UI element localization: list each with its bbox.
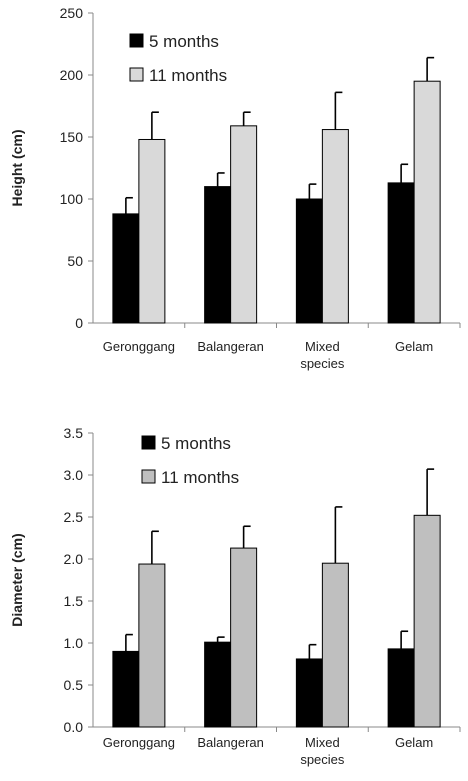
diameter-bar xyxy=(387,648,415,728)
diameter-legend-label: 5 months xyxy=(161,434,231,453)
height-y-tick-label: 150 xyxy=(60,129,84,145)
height-category-label: Geronggang xyxy=(103,339,175,354)
diameter-bar xyxy=(413,514,441,728)
height-bar xyxy=(230,125,258,324)
height-legend-swatch xyxy=(129,33,144,48)
diameter-y-tick-label: 1.5 xyxy=(64,593,84,609)
height-legend-swatch xyxy=(129,67,144,82)
diameter-category-label: Geronggang xyxy=(103,735,175,750)
height-y-tick-label: 50 xyxy=(67,253,83,269)
height-legend-label: 5 months xyxy=(149,32,219,51)
height-bar xyxy=(387,182,415,324)
diameter-y-tick-label: 3.5 xyxy=(64,425,84,441)
diameter-bar xyxy=(295,658,323,728)
height-y-axis-label: Height (cm) xyxy=(9,130,25,207)
diameter-legend-label: 11 months xyxy=(161,468,239,487)
diameter-y-tick-label: 0.5 xyxy=(64,677,84,693)
diameter-y-tick-label: 1.0 xyxy=(64,635,84,651)
height-category-label: species xyxy=(300,356,345,371)
height-y-tick-label: 200 xyxy=(60,67,84,83)
diameter-bar xyxy=(230,547,258,728)
diameter-y-axis-label: Diameter (cm) xyxy=(9,533,25,626)
height-y-tick-label: 250 xyxy=(60,5,84,21)
diameter-bar xyxy=(321,562,349,728)
height-y-tick-label: 100 xyxy=(60,191,84,207)
diameter-chart: 0.0 0.5 1.0 1.5 2.0 2.5 3.0 3.5 Diameter (cm) Ger… xyxy=(9,425,461,767)
diameter-category-label: Gelam xyxy=(395,735,433,750)
diameter-bar xyxy=(138,563,166,728)
height-bar xyxy=(112,213,140,324)
diameter-y-tick-label: 2.5 xyxy=(64,509,84,525)
height-category-label: Balangeran xyxy=(197,339,264,354)
diameter-bar xyxy=(112,650,140,728)
height-chart: 0 50 100 150 200 250 Height (cm) Geronggang Bala… xyxy=(9,5,461,371)
height-category-label: Gelam xyxy=(395,339,433,354)
diameter-y-tick-label: 0.0 xyxy=(64,719,84,735)
height-legend-label: 11 months xyxy=(149,66,227,85)
height-bar xyxy=(321,129,349,324)
diameter-category-label: Balangeran xyxy=(197,735,264,750)
diameter-y-tick-label: 3.0 xyxy=(64,467,84,483)
diameter-category-label: Mixed xyxy=(305,735,340,750)
diameter-legend-swatch xyxy=(141,469,156,484)
diameter-y-tick-label: 2.0 xyxy=(64,551,84,567)
diameter-bar xyxy=(204,641,232,728)
diameter-legend-swatch xyxy=(141,435,156,450)
height-bar xyxy=(204,186,232,324)
diameter-category-label: species xyxy=(300,752,345,767)
height-y-tick-label: 0 xyxy=(75,315,83,331)
height-bar xyxy=(138,138,166,324)
height-category-label: Mixed xyxy=(305,339,340,354)
height-bar xyxy=(295,198,323,324)
height-bar xyxy=(413,80,441,324)
